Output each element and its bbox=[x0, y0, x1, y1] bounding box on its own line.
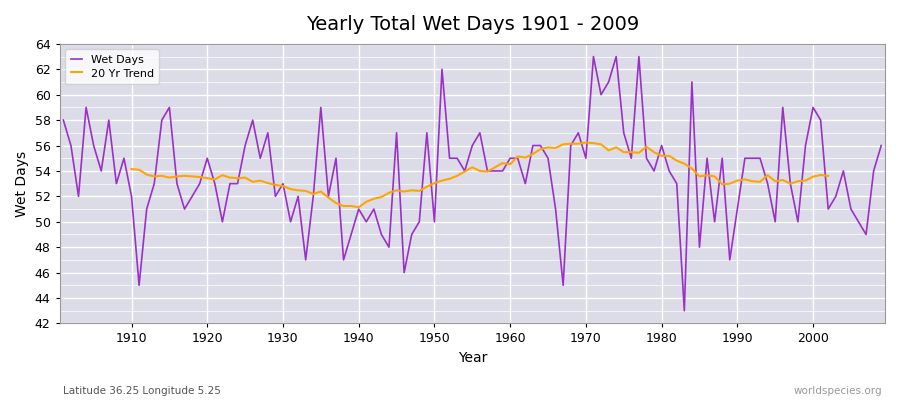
Wet Days bbox=[497, 168, 508, 173]
Wet Days bbox=[285, 219, 296, 224]
Wet Days bbox=[588, 54, 598, 59]
Title: Yearly Total Wet Days 1901 - 2009: Yearly Total Wet Days 1901 - 2009 bbox=[306, 15, 639, 34]
Text: worldspecies.org: worldspecies.org bbox=[794, 386, 882, 396]
20 Yr Trend bbox=[126, 167, 137, 172]
20 Yr Trend bbox=[482, 169, 493, 174]
Y-axis label: Wet Days: Wet Days bbox=[15, 150, 29, 217]
20 Yr Trend bbox=[270, 182, 281, 187]
20 Yr Trend bbox=[580, 140, 591, 145]
20 Yr Trend bbox=[694, 174, 705, 179]
Wet Days bbox=[505, 156, 516, 161]
Wet Days bbox=[330, 156, 341, 161]
Wet Days bbox=[119, 156, 130, 161]
20 Yr Trend bbox=[239, 175, 250, 180]
Wet Days bbox=[603, 80, 614, 84]
20 Yr Trend bbox=[823, 174, 833, 178]
20 Yr Trend bbox=[354, 205, 364, 210]
Wet Days bbox=[679, 308, 689, 313]
Line: 20 Yr Trend: 20 Yr Trend bbox=[131, 142, 828, 207]
20 Yr Trend bbox=[626, 150, 636, 154]
Wet Days bbox=[876, 143, 886, 148]
Text: Latitude 36.25 Longitude 5.25: Latitude 36.25 Longitude 5.25 bbox=[63, 386, 220, 396]
X-axis label: Year: Year bbox=[457, 351, 487, 365]
Legend: Wet Days, 20 Yr Trend: Wet Days, 20 Yr Trend bbox=[65, 50, 159, 84]
Wet Days bbox=[58, 118, 68, 122]
20 Yr Trend bbox=[217, 173, 228, 178]
Line: Wet Days: Wet Days bbox=[63, 56, 881, 311]
